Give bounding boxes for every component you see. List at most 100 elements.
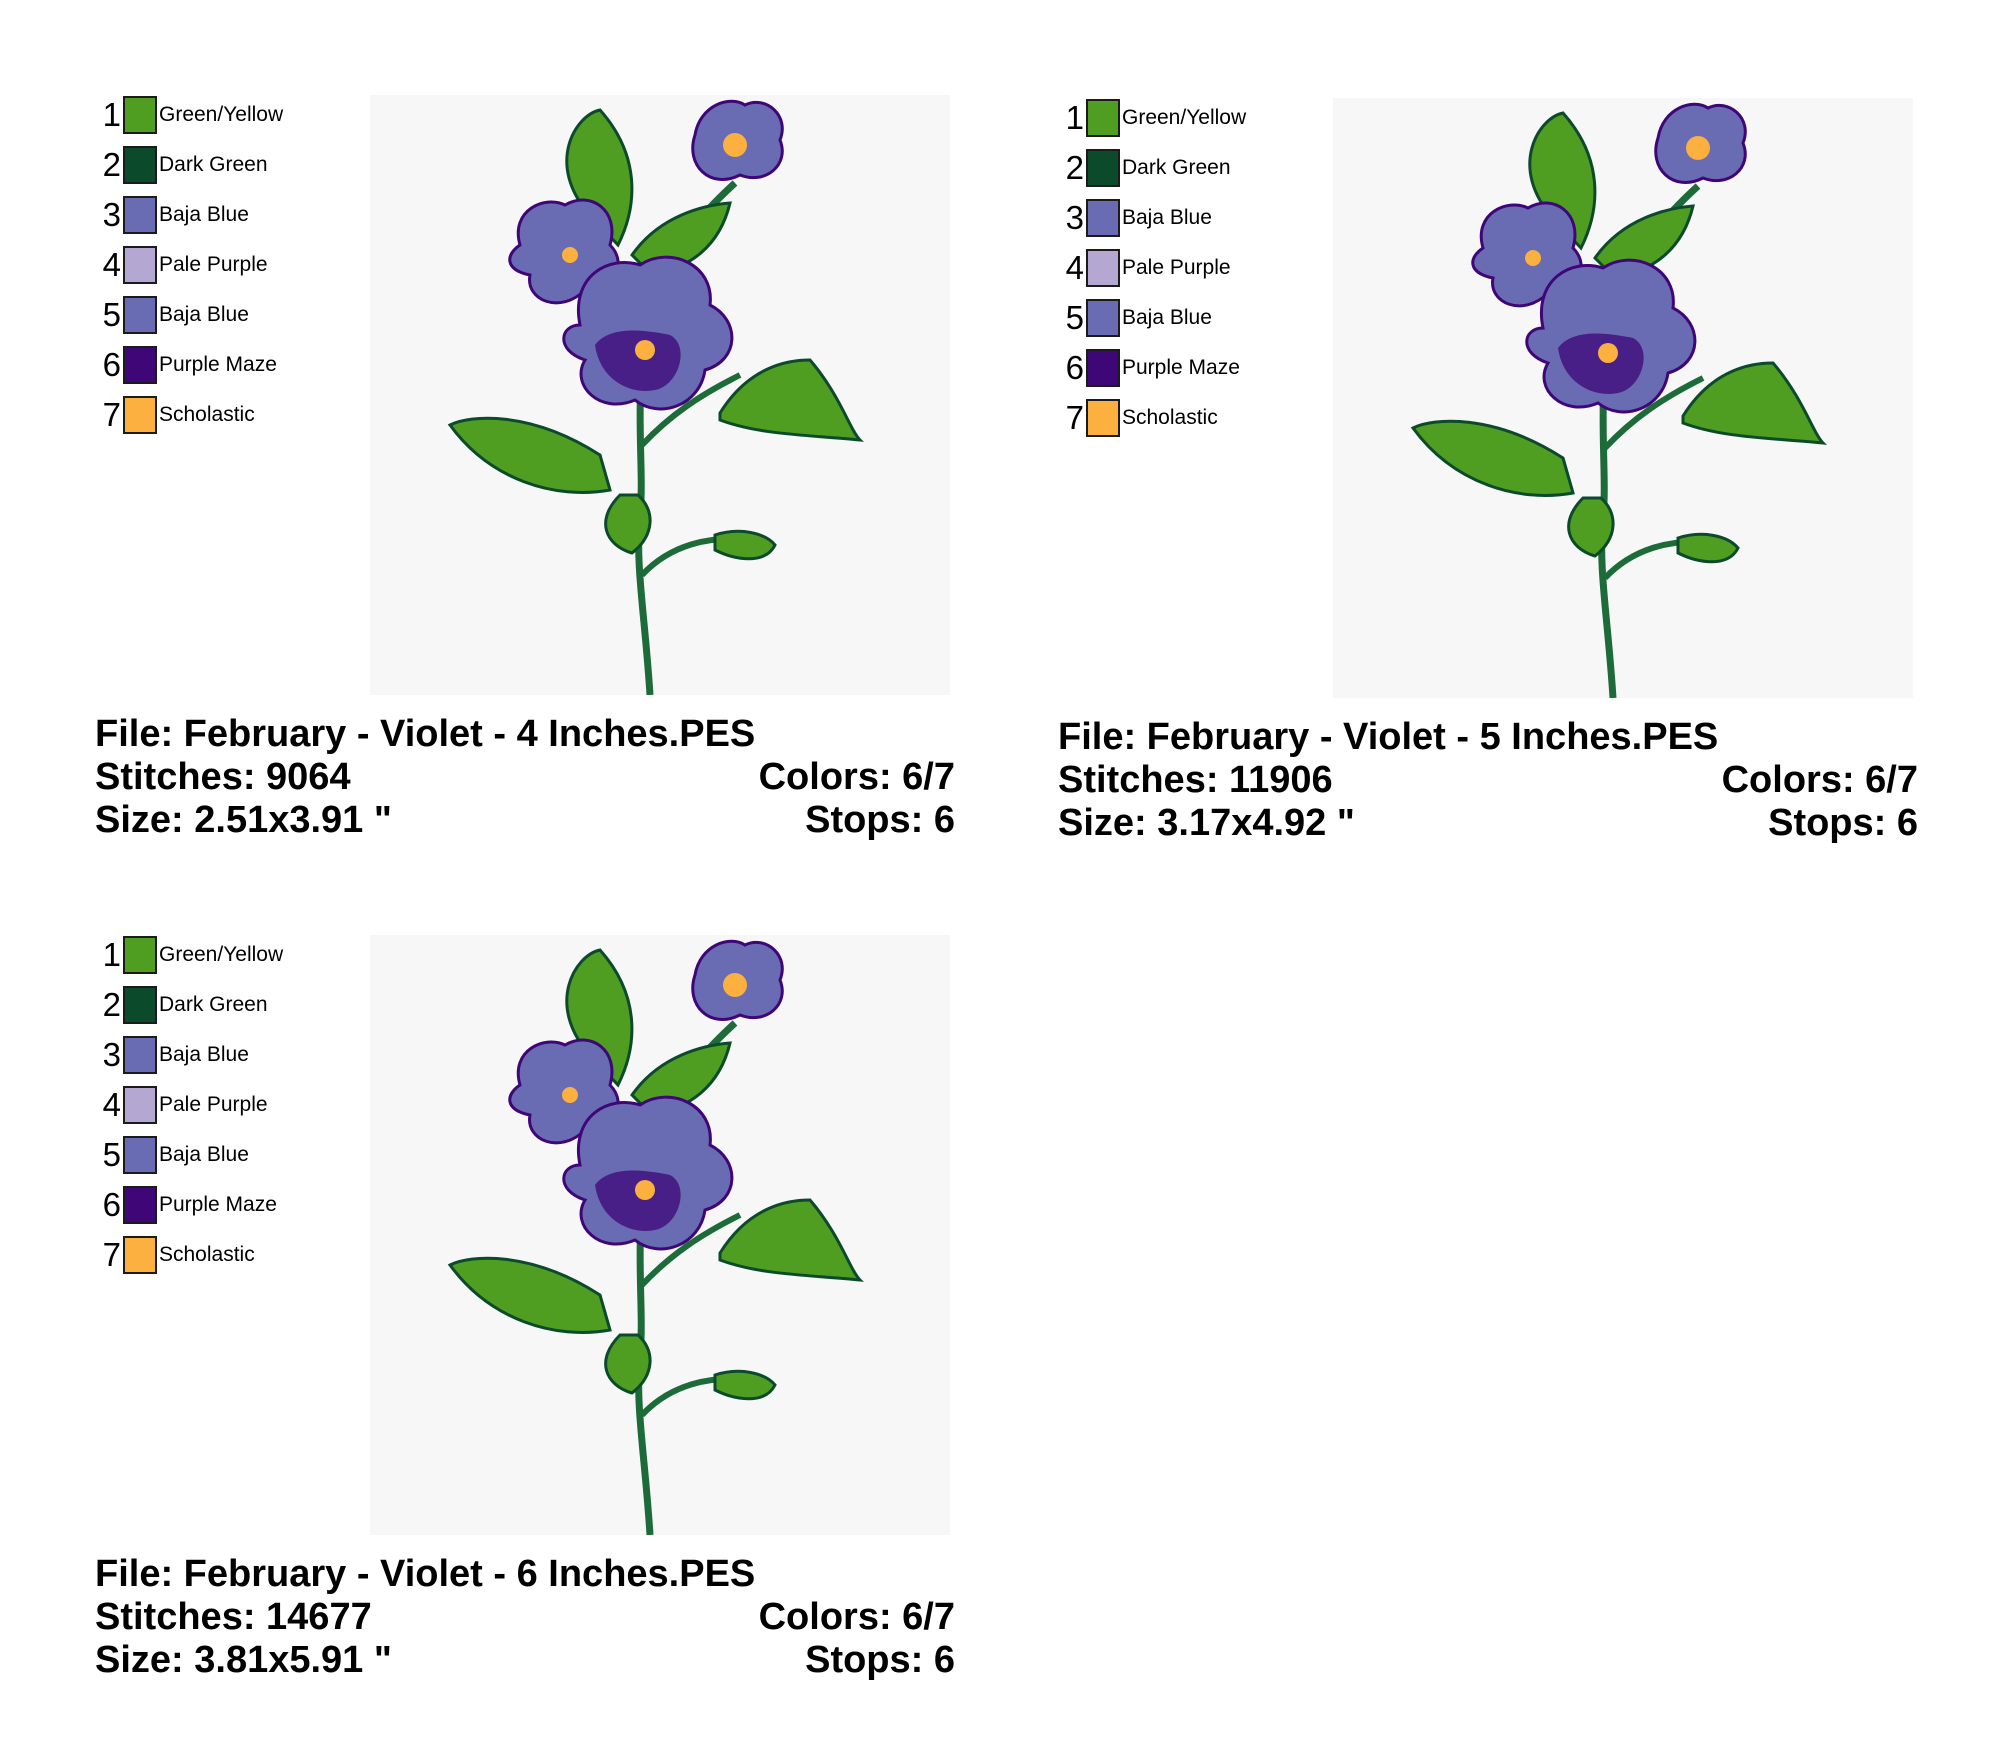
thread-name: Dark Green <box>1122 156 1231 179</box>
color-swatch <box>123 986 157 1024</box>
design-info: File: February - Violet - 5 Inches.PES S… <box>1058 716 1918 845</box>
design-size: Size: 3.17x4.92 " <box>1058 802 1355 844</box>
file-name: File: February - Violet - 4 Inches.PES <box>95 713 756 755</box>
thread-name: Pale Purple <box>159 253 268 276</box>
color-swatch <box>123 1186 157 1224</box>
stop-count: Stops: 6 <box>805 1639 955 1681</box>
thread-number: 2 <box>102 986 121 1023</box>
color-swatch <box>123 1036 157 1074</box>
stitch-count: Stitches: 14677 <box>95 1596 372 1638</box>
thread-number: 3 <box>102 196 121 233</box>
color-swatch <box>1086 349 1120 387</box>
legend-row: 7 Scholastic <box>95 395 255 435</box>
thread-name: Purple Maze <box>159 1193 277 1216</box>
violet-embroidery-image <box>1410 102 1828 698</box>
thread-number: 1 <box>102 936 121 973</box>
color-swatch <box>123 246 157 284</box>
color-swatch <box>1086 399 1120 437</box>
thread-number: 7 <box>102 396 121 433</box>
thread-name: Pale Purple <box>1122 256 1231 279</box>
size-row: Size: 3.81x5.91 " Stops: 6 <box>95 1639 955 1682</box>
thread-number: 5 <box>102 296 121 333</box>
legend-row: 7 Scholastic <box>1058 398 1218 438</box>
thread-number: 3 <box>102 1036 121 1073</box>
design-info: File: February - Violet - 4 Inches.PES S… <box>95 713 955 842</box>
size-row: Size: 2.51x3.91 " Stops: 6 <box>95 799 955 842</box>
legend-row: 4 Pale Purple <box>1058 248 1231 288</box>
thread-name: Dark Green <box>159 153 268 176</box>
thread-number: 4 <box>1065 249 1084 286</box>
color-swatch <box>123 1236 157 1274</box>
thread-name: Dark Green <box>159 993 268 1016</box>
color-swatch <box>123 1136 157 1174</box>
color-swatch <box>1086 299 1120 337</box>
thread-name: Baja Blue <box>159 203 249 226</box>
legend-row: 6 Purple Maze <box>1058 348 1240 388</box>
thread-number: 2 <box>1065 149 1084 186</box>
file-name: File: February - Violet - 6 Inches.PES <box>95 1553 756 1595</box>
thread-name: Purple Maze <box>159 353 277 376</box>
stitch-count: Stitches: 9064 <box>95 756 351 798</box>
design-size: Size: 2.51x3.91 " <box>95 799 392 841</box>
legend-row: 2 Dark Green <box>1058 148 1231 188</box>
thread-number: 7 <box>102 1236 121 1273</box>
color-swatch <box>123 196 157 234</box>
file-row: File: February - Violet - 5 Inches.PES <box>1058 716 1918 759</box>
thread-name: Baja Blue <box>1122 306 1212 329</box>
stop-count: Stops: 6 <box>1768 802 1918 844</box>
thread-name: Scholastic <box>159 403 255 426</box>
thread-name: Scholastic <box>1122 406 1218 429</box>
thread-number: 6 <box>102 346 121 383</box>
legend-row: 2 Dark Green <box>95 145 268 185</box>
color-swatch <box>123 396 157 434</box>
stitch-count: Stitches: 11906 <box>1058 759 1333 801</box>
color-swatch <box>123 146 157 184</box>
color-swatch <box>123 296 157 334</box>
color-swatch <box>1086 199 1120 237</box>
color-swatch <box>123 936 157 974</box>
thread-name: Green/Yellow <box>159 103 284 126</box>
file-row: File: February - Violet - 6 Inches.PES <box>95 1553 955 1596</box>
color-swatch <box>123 346 157 384</box>
thread-number: 7 <box>1065 399 1084 436</box>
thread-number: 5 <box>1065 299 1084 336</box>
legend-row: 5 Baja Blue <box>1058 298 1212 338</box>
thread-name: Scholastic <box>159 1243 255 1266</box>
legend-row: 3 Baja Blue <box>1058 198 1212 238</box>
thread-name: Baja Blue <box>159 303 249 326</box>
thread-name: Green/Yellow <box>1122 106 1247 129</box>
thread-name: Baja Blue <box>1122 206 1212 229</box>
color-swatch <box>1086 149 1120 187</box>
embroidery-preview <box>1333 98 1913 698</box>
legend-row: 4 Pale Purple <box>95 1085 268 1125</box>
color-count: Colors: 6/7 <box>758 1596 955 1638</box>
thread-number: 3 <box>1065 199 1084 236</box>
legend-row: 2 Dark Green <box>95 985 268 1025</box>
design-size: Size: 3.81x5.91 " <box>95 1639 392 1681</box>
thread-number: 2 <box>102 146 121 183</box>
thread-number: 4 <box>102 246 121 283</box>
color-swatch <box>1086 99 1120 137</box>
thread-number: 1 <box>1065 99 1084 136</box>
thread-name: Purple Maze <box>1122 356 1240 379</box>
color-swatch <box>123 1086 157 1124</box>
legend-row: 5 Baja Blue <box>95 295 249 335</box>
violet-embroidery-image <box>447 99 865 695</box>
embroidery-preview <box>370 935 950 1535</box>
color-count: Colors: 6/7 <box>1721 759 1918 801</box>
thread-number: 6 <box>1065 349 1084 386</box>
file-name: File: February - Violet - 5 Inches.PES <box>1058 716 1719 758</box>
color-swatch <box>123 96 157 134</box>
thread-name: Baja Blue <box>159 1143 249 1166</box>
legend-row: 1 Green/Yellow <box>1058 98 1246 138</box>
thread-number: 1 <box>102 96 121 133</box>
design-card-4-inch: 1 Green/Yellow 2 Dark Green 3 Baja Blue … <box>95 95 965 855</box>
size-row: Size: 3.17x4.92 " Stops: 6 <box>1058 802 1918 845</box>
thread-name: Green/Yellow <box>159 943 284 966</box>
design-info: File: February - Violet - 6 Inches.PES S… <box>95 1553 955 1682</box>
thread-number: 4 <box>102 1086 121 1123</box>
stitches-row: Stitches: 11906 Colors: 6/7 <box>1058 759 1918 802</box>
stitches-row: Stitches: 9064 Colors: 6/7 <box>95 756 955 799</box>
file-row: File: February - Violet - 4 Inches.PES <box>95 713 955 756</box>
stitches-row: Stitches: 14677 Colors: 6/7 <box>95 1596 955 1639</box>
